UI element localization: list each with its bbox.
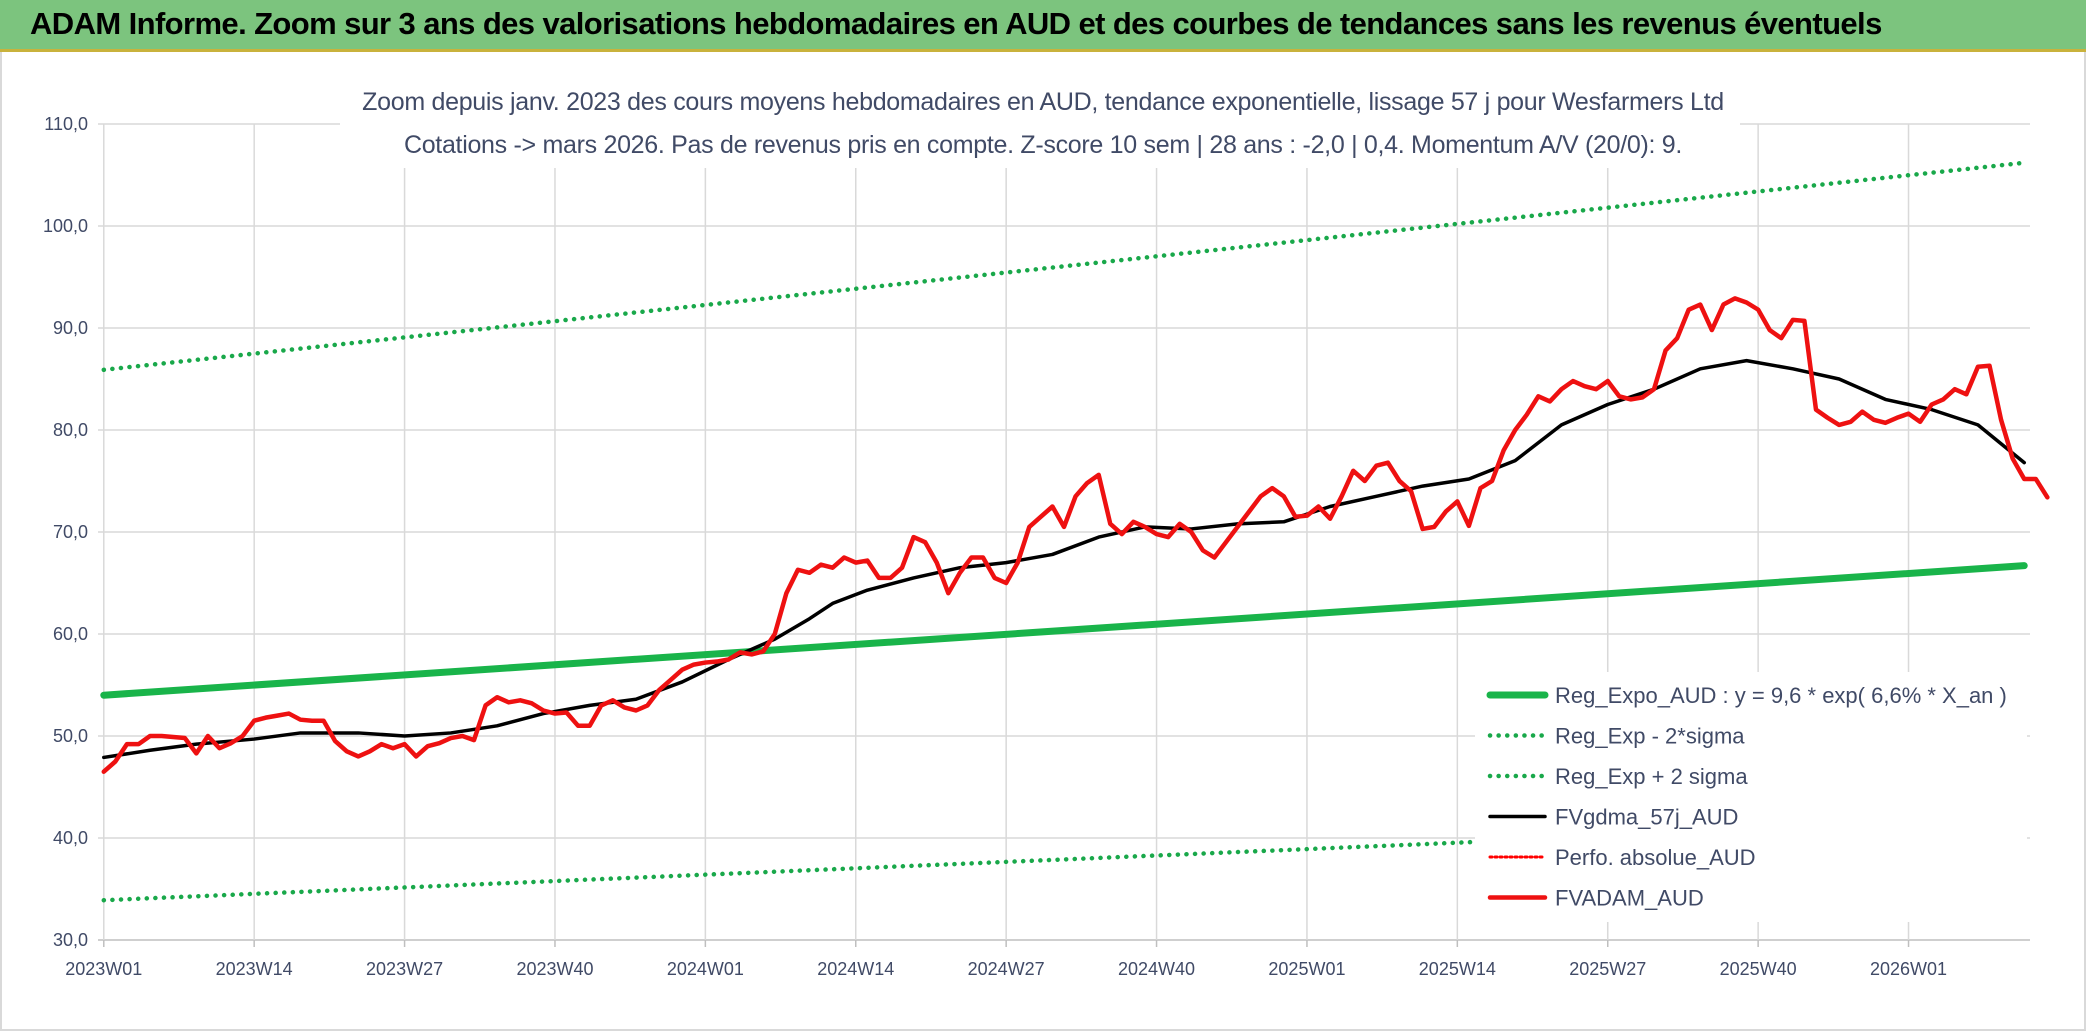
legend-label-1: Reg_Exp - 2*sigma (1555, 724, 1745, 749)
series-line-0 (100, 562, 2028, 699)
y-tick-label-7: 100,0 (43, 216, 88, 236)
x-tick-label-9: 2025W14 (1419, 959, 1496, 979)
legend-label-3: FVgdma_57j_AUD (1555, 805, 1738, 830)
y-tick-label-1: 40,0 (53, 828, 88, 848)
y-tick-label-4: 70,0 (53, 522, 88, 542)
legend-label-2: Reg_Exp + 2 sigma (1555, 764, 1748, 789)
series-line-2 (101, 160, 2027, 373)
legend-label-4: Perfo. absolue_AUD (1555, 845, 1756, 870)
y-tick-label-2: 50,0 (53, 726, 88, 746)
x-tick-label-4: 2024W01 (667, 959, 744, 979)
x-tick-label-5: 2024W14 (817, 959, 894, 979)
x-tick-label-6: 2024W27 (968, 959, 1045, 979)
chart-title-line-1: Zoom depuis janv. 2023 des cours moyens … (362, 88, 1724, 116)
x-tick-label-7: 2024W40 (1118, 959, 1195, 979)
y-tick-label-8: 110,0 (44, 114, 88, 134)
legend-background (1475, 672, 2027, 922)
legend-label-5: FVADAM_AUD (1555, 886, 1704, 911)
x-tick-label-12: 2026W01 (1870, 959, 1947, 979)
y-tick-label-3: 60,0 (53, 624, 88, 644)
title-background (340, 76, 1740, 168)
series-line-3 (102, 358, 2026, 760)
chart-legend: Reg_Expo_AUD : y = 9,6 * exp( 6,6% * X_a… (1475, 672, 2027, 922)
legend-label-0: Reg_Expo_AUD : y = 9,6 * exp( 6,6% * X_a… (1555, 683, 2007, 708)
y-tick-label-0: 30,0 (53, 930, 88, 950)
x-tick-label-11: 2025W40 (1720, 959, 1797, 979)
x-tick-label-1: 2023W14 (216, 959, 293, 979)
y-tick-label-6: 90,0 (53, 318, 88, 338)
x-axis-ticks: 2023W01 2023W14 2023W27 2023W40 2024W01 2024W… (65, 959, 1947, 979)
x-tick-label-3: 2023W40 (516, 959, 593, 979)
x-tick-label-0: 2023W01 (65, 959, 142, 979)
y-axis-ticks: 30,0 40,0 50,0 60,0 70,0 80,0 90,0 100,0 110,0 (43, 114, 88, 950)
y-tick-label-5: 80,0 (53, 420, 88, 440)
chart-frame (0, 52, 2086, 1031)
report-title: ADAM Informe. Zoom sur 3 ans des valoris… (30, 6, 1882, 41)
x-tick-label-2: 2023W27 (366, 959, 443, 979)
x-tick-label-10: 2025W27 (1569, 959, 1646, 979)
series-line-5 (101, 296, 2050, 774)
x-tick-label-8: 2025W01 (1268, 959, 1345, 979)
chart-title-line-2: Cotations -> mars 2026. Pas de revenus p… (404, 131, 1682, 159)
report-banner: ADAM Informe. Zoom sur 3 ans des valoris… (0, 0, 2086, 52)
